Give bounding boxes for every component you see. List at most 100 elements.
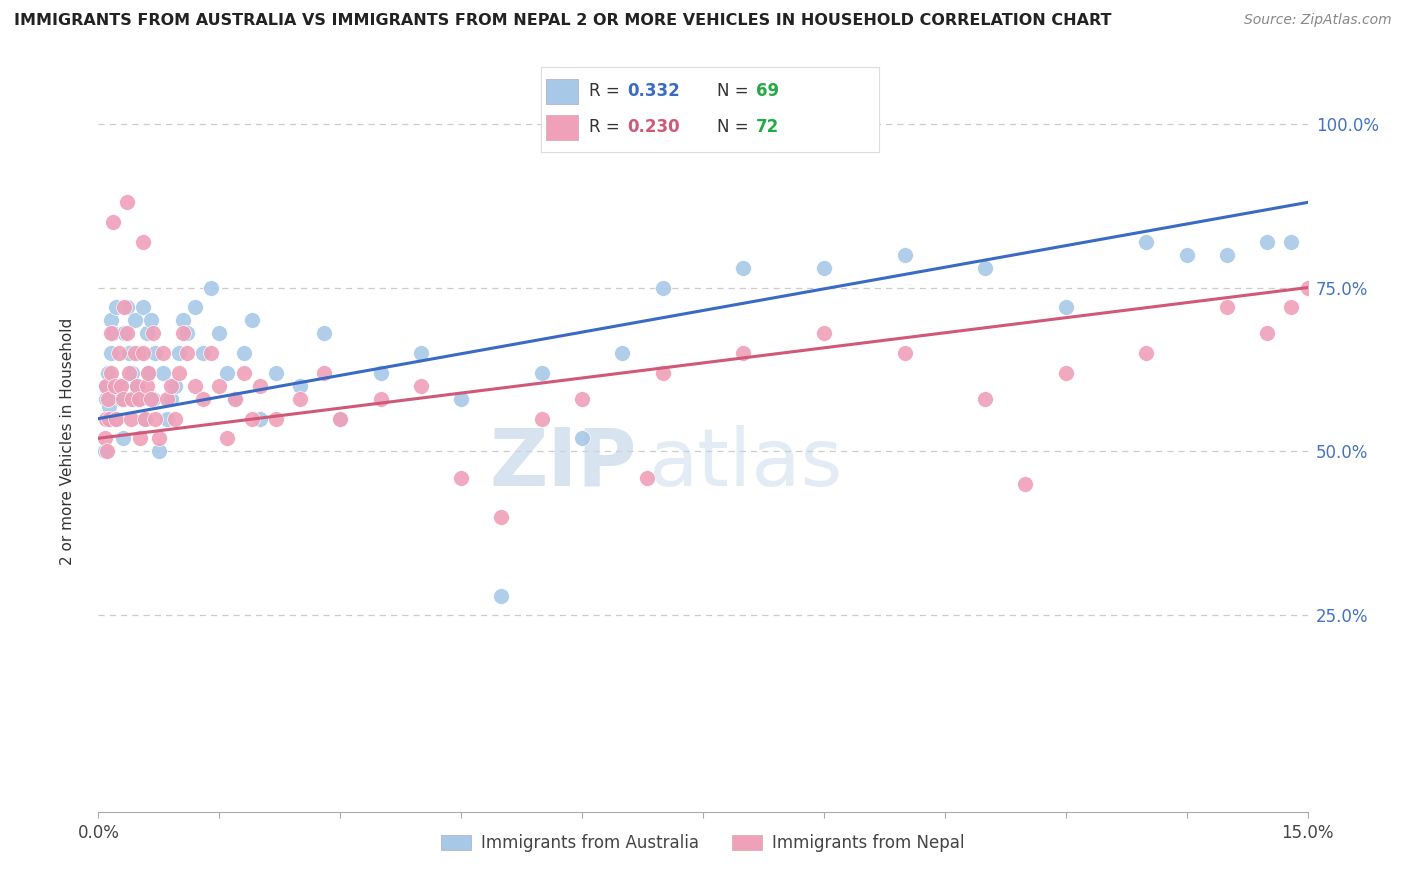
Point	[200, 346, 222, 360]
Point	[813, 260, 835, 275]
Point	[132, 346, 155, 360]
Point	[184, 379, 207, 393]
Point	[491, 509, 513, 524]
Point	[1256, 326, 1278, 341]
Point	[96, 379, 118, 393]
Text: ZIP: ZIP	[489, 425, 637, 503]
Point	[224, 392, 246, 406]
Point	[409, 346, 432, 360]
Point	[111, 431, 134, 445]
Point	[1256, 235, 1278, 249]
Point	[94, 431, 117, 445]
Point	[115, 326, 138, 341]
Point	[115, 195, 138, 210]
Point	[1281, 300, 1303, 314]
Point	[135, 379, 157, 393]
Point	[127, 379, 149, 393]
Text: N =: N =	[717, 82, 754, 100]
Point	[118, 366, 141, 380]
Point	[1216, 248, 1239, 262]
Point	[148, 431, 170, 445]
Point	[176, 326, 198, 341]
Point	[893, 248, 915, 262]
Text: 69: 69	[755, 82, 779, 100]
Point	[120, 392, 142, 406]
Text: R =: R =	[589, 82, 624, 100]
Point	[1216, 300, 1239, 314]
Y-axis label: 2 or more Vehicles in Household: 2 or more Vehicles in Household	[60, 318, 75, 566]
Point	[100, 326, 122, 341]
Point	[118, 346, 141, 360]
Point	[167, 346, 190, 360]
Text: atlas: atlas	[648, 425, 844, 503]
Point	[135, 326, 157, 341]
Point	[132, 235, 155, 249]
Point	[1135, 346, 1157, 360]
Point	[124, 313, 146, 327]
Point	[530, 366, 553, 380]
Text: 72: 72	[755, 119, 779, 136]
Point	[163, 379, 186, 393]
Point	[974, 392, 997, 406]
Legend: Immigrants from Australia, Immigrants from Nepal: Immigrants from Australia, Immigrants fr…	[434, 828, 972, 859]
Point	[148, 444, 170, 458]
Point	[94, 411, 117, 425]
Point	[491, 589, 513, 603]
Point	[103, 411, 125, 425]
Point	[124, 346, 146, 360]
Point	[314, 326, 336, 341]
Point	[128, 346, 150, 360]
Point	[893, 346, 915, 360]
Point	[143, 346, 166, 360]
Point	[1014, 477, 1036, 491]
Point	[314, 366, 336, 380]
Point	[208, 379, 231, 393]
Point	[288, 379, 311, 393]
Point	[97, 411, 120, 425]
FancyBboxPatch shape	[547, 114, 578, 140]
Point	[813, 326, 835, 341]
Point	[121, 366, 143, 380]
Point	[112, 300, 135, 314]
Point	[224, 392, 246, 406]
Point	[240, 411, 263, 425]
Point	[370, 366, 392, 380]
Point	[139, 313, 162, 327]
Point	[240, 313, 263, 327]
Point	[651, 280, 673, 294]
Point	[142, 392, 165, 406]
Point	[249, 411, 271, 425]
FancyBboxPatch shape	[547, 78, 578, 104]
Point	[152, 366, 174, 380]
Point	[152, 346, 174, 360]
Point	[127, 379, 149, 393]
Point	[134, 411, 156, 425]
Point	[96, 379, 118, 393]
Point	[1175, 248, 1198, 262]
Point	[200, 280, 222, 294]
Point	[129, 392, 152, 406]
Point	[96, 444, 118, 458]
Point	[1281, 235, 1303, 249]
Text: R =: R =	[589, 119, 624, 136]
Point	[329, 411, 352, 425]
Point	[100, 313, 122, 327]
Point	[94, 444, 117, 458]
Point	[167, 366, 190, 380]
Point	[651, 366, 673, 380]
Point	[1296, 280, 1319, 294]
Point	[370, 392, 392, 406]
Point	[103, 379, 125, 393]
Point	[249, 379, 271, 393]
Point	[101, 215, 124, 229]
Point	[132, 300, 155, 314]
Point	[288, 392, 311, 406]
Point	[974, 260, 997, 275]
Point	[264, 366, 287, 380]
Point	[217, 366, 239, 380]
Point	[329, 411, 352, 425]
Point	[138, 366, 160, 380]
Point	[156, 392, 179, 406]
Point	[1054, 366, 1077, 380]
Point	[97, 392, 120, 406]
